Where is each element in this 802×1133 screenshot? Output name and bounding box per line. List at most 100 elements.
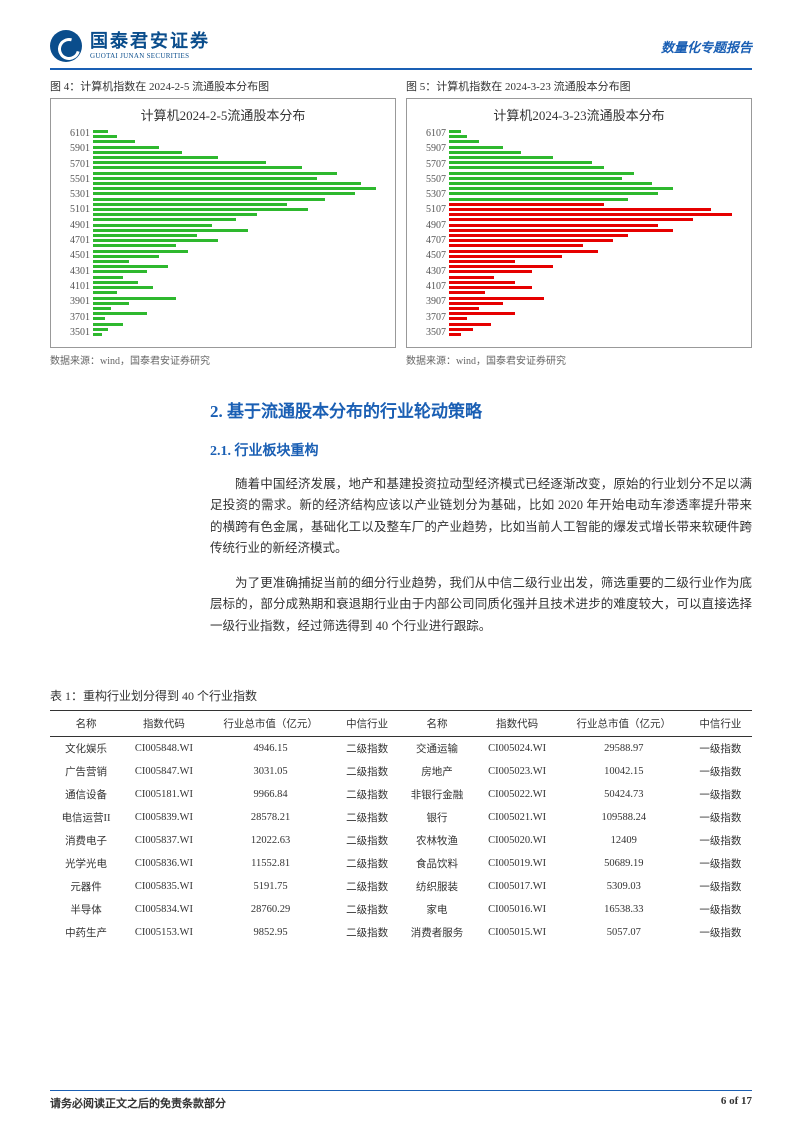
- table-cell: CI005016.WI: [475, 898, 559, 921]
- y-tick-label: 6101: [70, 128, 90, 139]
- bar: [449, 234, 628, 237]
- bar: [449, 161, 592, 164]
- bar: [449, 297, 544, 300]
- y-tick-label: 4107: [426, 281, 446, 292]
- bar-row: [93, 218, 391, 221]
- bar: [449, 312, 515, 315]
- logo-block: 国泰君安证券 GUOTAI JUNAN SECURITIES: [50, 30, 210, 62]
- bar-row: [449, 239, 747, 242]
- table-cell: 16538.33: [559, 898, 689, 921]
- bar: [449, 260, 515, 263]
- y-tick-label: 5101: [70, 204, 90, 215]
- logo-text-en: GUOTAI JUNAN SECURITIES: [90, 52, 210, 60]
- bar: [449, 270, 532, 273]
- table-row: 消费电子CI005837.WI12022.63二级指数农林牧渔CI005020.…: [50, 829, 752, 852]
- table-cell: 9852.95: [206, 921, 336, 944]
- y-tick-label: 3507: [426, 327, 446, 338]
- table-row: 半导体CI005834.WI28760.29二级指数家电CI005016.WI1…: [50, 898, 752, 921]
- table-cell: 光学光电: [50, 852, 122, 875]
- bar: [449, 140, 479, 143]
- table-body: 文化娱乐CI005848.WI4946.15二级指数交通运输CI005024.W…: [50, 736, 752, 944]
- bar-row: [93, 255, 391, 258]
- bar-row: [93, 312, 391, 315]
- table-cell: 12409: [559, 829, 689, 852]
- y-tick-label: 4301: [70, 266, 90, 277]
- bar: [449, 192, 658, 195]
- table-column-header: 指数代码: [122, 710, 206, 736]
- bar: [93, 244, 176, 247]
- bar-row: [93, 328, 391, 331]
- bar: [93, 281, 138, 284]
- table-cell: 5309.03: [559, 875, 689, 898]
- table-cell: 通信设备: [50, 783, 122, 806]
- bar: [449, 130, 461, 133]
- table-cell: CI005847.WI: [122, 760, 206, 783]
- table-cell: CI005017.WI: [475, 875, 559, 898]
- bar-row: [449, 135, 747, 138]
- bar-row: [449, 265, 747, 268]
- bar: [93, 333, 102, 336]
- bar: [449, 198, 628, 201]
- bar-row: [93, 130, 391, 133]
- bar: [93, 307, 111, 310]
- chart-right-col: 图 5：计算机指数在 2024-3-23 流通股本分布图 计算机2024-3-2…: [406, 78, 752, 367]
- table-cell: 银行: [399, 806, 476, 829]
- bar: [449, 166, 604, 169]
- bar-row: [93, 203, 391, 206]
- page-header: 国泰君安证券 GUOTAI JUNAN SECURITIES 数量化专题报告: [50, 30, 752, 70]
- bar-row: [449, 317, 747, 320]
- page-footer: 请务必阅读正文之后的免责条款部分 6 of 17: [50, 1090, 752, 1111]
- y-tick-label: 3707: [426, 312, 446, 323]
- bar-row: [449, 161, 747, 164]
- bar-row: [93, 323, 391, 326]
- chart-right-box: 计算机2024-3-23流通股本分布 610759075707550753075…: [406, 98, 752, 348]
- bar: [449, 135, 467, 138]
- table-cell: 二级指数: [335, 898, 398, 921]
- bar: [93, 166, 302, 169]
- chart-right-caption: 图 5：计算机指数在 2024-3-23 流通股本分布图: [406, 78, 752, 94]
- bar-row: [93, 156, 391, 159]
- bar-row: [93, 140, 391, 143]
- bar: [93, 291, 117, 294]
- bar-row: [93, 302, 391, 305]
- bar-row: [449, 166, 747, 169]
- y-tick-label: 4707: [426, 235, 446, 246]
- bar-row: [449, 146, 747, 149]
- bar: [449, 229, 673, 232]
- table-cell: 5191.75: [206, 875, 336, 898]
- table-cell: 二级指数: [335, 829, 398, 852]
- bar: [93, 203, 287, 206]
- bar-row: [449, 286, 747, 289]
- table-caption: 表 1：重构行业划分得到 40 个行业指数: [50, 687, 752, 704]
- bar: [93, 151, 182, 154]
- chart-left-col: 图 4：计算机指数在 2024-2-5 流通股本分布图 计算机2024-2-5流…: [50, 78, 396, 367]
- table-cell: CI005181.WI: [122, 783, 206, 806]
- table-cell: 二级指数: [335, 852, 398, 875]
- bar-row: [93, 187, 391, 190]
- section-heading: 2. 基于流通股本分布的行业轮动策略: [210, 397, 752, 422]
- bar-row: [449, 234, 747, 237]
- y-tick-label: 4501: [70, 250, 90, 261]
- bar: [449, 244, 583, 247]
- y-tick-label: 3901: [70, 296, 90, 307]
- bar-row: [93, 250, 391, 253]
- bar: [93, 172, 337, 175]
- bar: [93, 187, 376, 190]
- table-cell: 二级指数: [335, 736, 398, 760]
- table-row: 中药生产CI005153.WI9852.95二级指数消费者服务CI005015.…: [50, 921, 752, 944]
- table-cell: 广告营销: [50, 760, 122, 783]
- table-cell: CI005021.WI: [475, 806, 559, 829]
- table-cell: CI005022.WI: [475, 783, 559, 806]
- bar: [449, 281, 515, 284]
- table-cell: 109588.24: [559, 806, 689, 829]
- bar-row: [93, 317, 391, 320]
- bar-row: [449, 156, 747, 159]
- bar: [449, 177, 622, 180]
- bar-row: [93, 265, 391, 268]
- table-cell: CI005024.WI: [475, 736, 559, 760]
- bar-row: [93, 270, 391, 273]
- bar: [93, 250, 188, 253]
- y-tick-label: 5701: [70, 159, 90, 170]
- bar-row: [449, 213, 747, 216]
- y-tick-label: 4907: [426, 220, 446, 231]
